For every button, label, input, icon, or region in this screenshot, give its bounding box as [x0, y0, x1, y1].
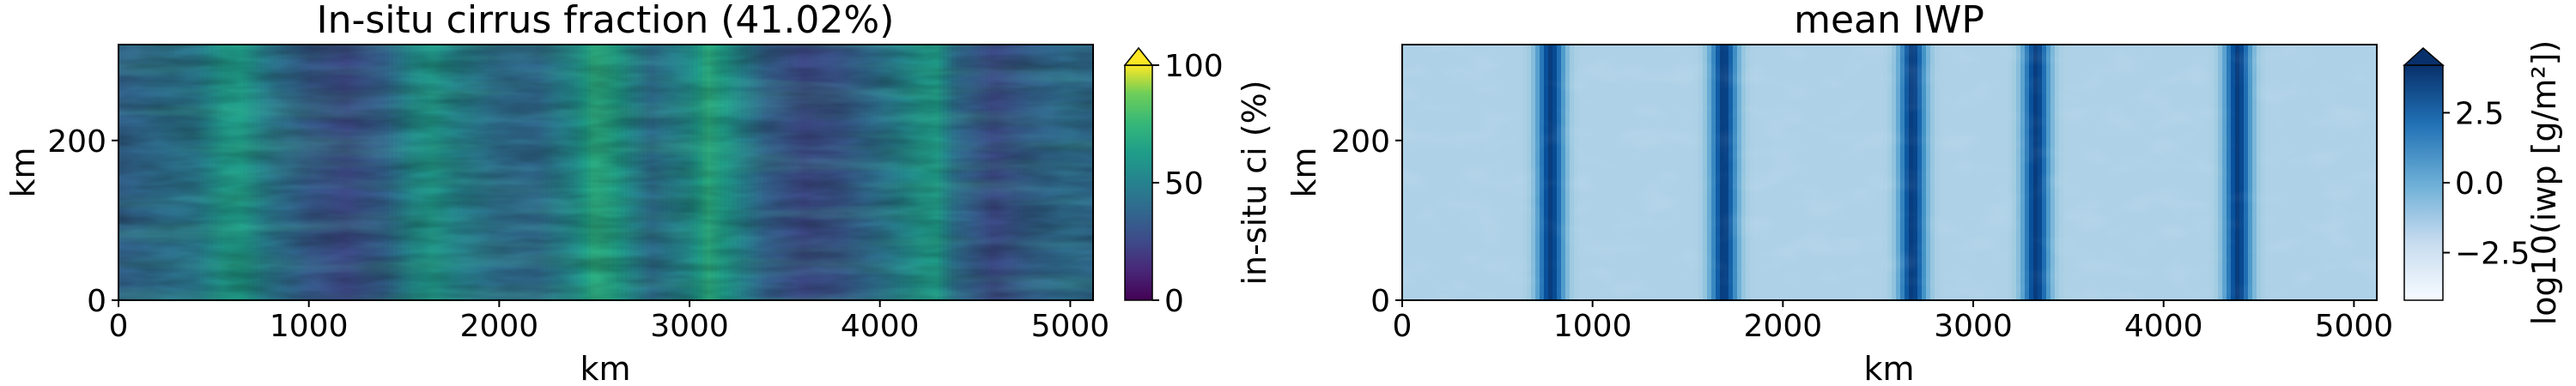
panel1-y-tick-label: 0 — [87, 284, 106, 319]
panel1-x-label: km — [580, 350, 630, 386]
panel2-colorbar-label: log10(iwp [g/m²]) — [2525, 40, 2563, 326]
panel2-x-tick-label: 2000 — [1744, 309, 1823, 344]
panel2-x-tick-label: 1000 — [1553, 309, 1632, 344]
panel2-x-tick-label: 5000 — [2315, 309, 2394, 344]
panel2-colorbar-fill — [2403, 64, 2444, 301]
panel2-y-tick-label: 0 — [1370, 284, 1390, 319]
panel2-x-tick-label: 0 — [1393, 309, 1413, 344]
panel1-y-label: km — [4, 147, 42, 197]
panel2-title: mean IWP — [1794, 0, 1984, 42]
panel2-colorbar-tick-label: 0.0 — [2455, 166, 2504, 202]
panel2-colorbar-extend-arrow — [2403, 46, 2445, 66]
panel2-x-tick-label: 3000 — [1934, 309, 2013, 344]
panel1-title: In-situ cirrus fraction (41.02%) — [317, 0, 895, 42]
panel2-x-tick-label: 4000 — [2124, 309, 2203, 344]
panel1-x-tick-label: 3000 — [650, 309, 729, 344]
panel2-heatmap — [1402, 45, 2377, 300]
panel2-frame — [1401, 44, 2378, 301]
panel1-x-tick-label: 5000 — [1031, 309, 1110, 344]
panel1-colorbar-tick-label: 0 — [1164, 284, 1184, 319]
panel1-colorbar-label: in-situ ci (%) — [1236, 80, 1273, 285]
panel1-colorbar-fill — [1124, 64, 1153, 301]
panel2-colorbar: −2.5 0.0 2.5 log10(iwp [g/m²]) — [2403, 40, 2563, 326]
panel1-heatmap — [118, 45, 1093, 300]
panel1-x-tick-label: 4000 — [841, 309, 920, 344]
panel1-colorbar-extend-arrow — [1123, 46, 1154, 66]
panel1-x-tick-label: 0 — [109, 309, 129, 344]
panel1-y-tick-label: 200 — [47, 124, 106, 160]
panel2-y-tick-label: 200 — [1331, 124, 1390, 160]
panel1-colorbar-tick-label: 100 — [1164, 49, 1224, 84]
panel2-y-ticks: 0 200 — [1331, 124, 1402, 319]
panel1-x-tick-label: 2000 — [460, 309, 539, 344]
panel2-colorbar-tick-label: −2.5 — [2455, 237, 2530, 272]
panel2-y-label: km — [1285, 147, 1323, 197]
panel1-colorbar-tick-label: 50 — [1164, 166, 1204, 202]
panel1-x-ticks: 0 1000 2000 3000 4000 5000 — [109, 300, 1110, 344]
panel2-colorbar-tick-label: 2.5 — [2455, 96, 2504, 131]
panel-cirrus-fraction: In-situ cirrus fraction (41.02%) 0 1000 20… — [4, 0, 1273, 386]
panel2-x-ticks: 0 1000 2000 3000 4000 5000 — [1393, 300, 2394, 344]
panel1-colorbar: 0 50 100 in-situ ci (%) — [1123, 46, 1273, 319]
panel1-y-ticks: 0 200 — [47, 124, 118, 319]
panel2-x-label: km — [1863, 350, 1914, 386]
panel1-frame — [118, 44, 1094, 301]
panel-mean-iwp: mean IWP 0 1000 2000 3000 4000 5000 0 200 km k… — [1285, 0, 2563, 386]
panel1-x-tick-label: 1000 — [270, 309, 349, 344]
